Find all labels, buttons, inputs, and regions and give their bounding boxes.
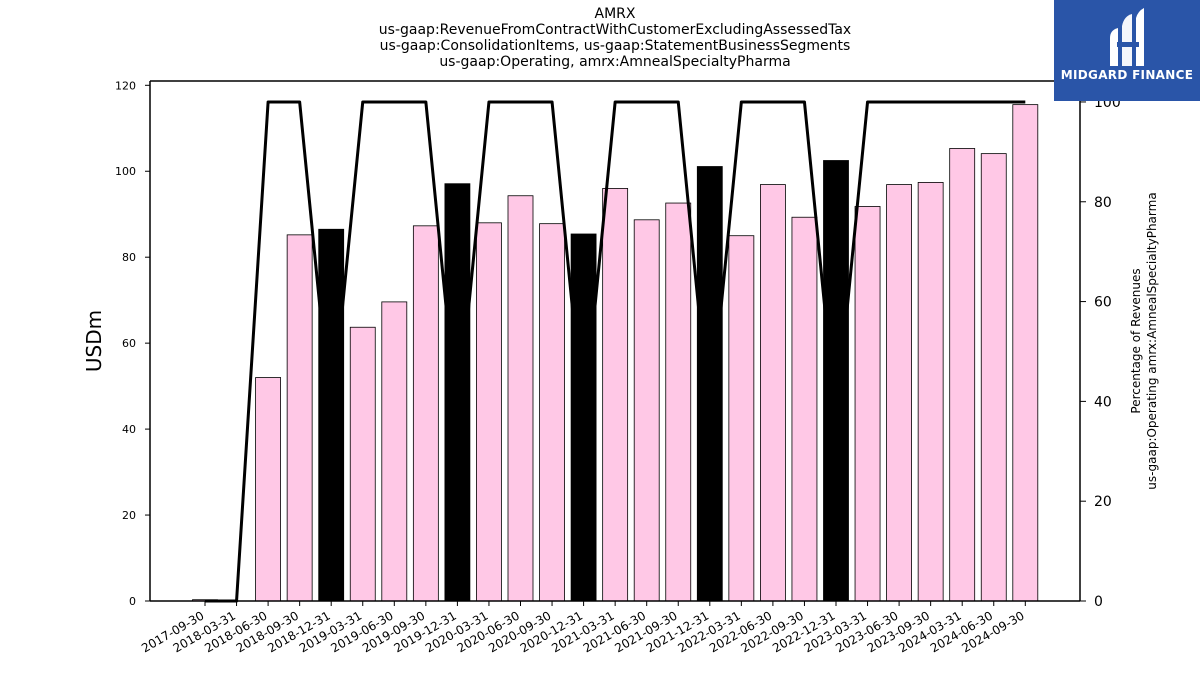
- bar-2022-03-31: [728, 235, 755, 602]
- bar-2021-12-31: [696, 166, 723, 602]
- bar-2020-03-31: [476, 222, 502, 602]
- y2-tick-label-60: 60: [1094, 295, 1112, 311]
- chart-title: AMRX: [594, 6, 636, 22]
- bar-2024-09-30: [1012, 104, 1039, 602]
- logo-text: MIDGARD FINANCE: [1060, 68, 1194, 82]
- y2-tick-label-80: 80: [1094, 195, 1112, 211]
- bar-2024-06-30: [980, 153, 1007, 602]
- y2-tick-label-0: 0: [1094, 594, 1103, 610]
- bar-2023-09-30: [917, 182, 944, 602]
- chart-title-block: AMRX us-gaap:RevenueFromContractWithCust…: [150, 6, 1080, 70]
- bar-2023-03-31: [854, 206, 881, 602]
- y-tick-label-20: 20: [122, 509, 136, 522]
- bar-2020-06-30: [507, 195, 534, 602]
- bar-2020-09-30: [539, 223, 565, 602]
- bar-2019-12-31: [444, 183, 471, 602]
- midgard-logo-icon: [1110, 8, 1144, 66]
- bar-2022-06-30: [760, 184, 786, 602]
- y-tick-label-100: 100: [115, 165, 136, 178]
- bar-2019-03-31: [349, 326, 376, 602]
- y2-tick-label-20: 20: [1094, 494, 1112, 510]
- bar-2020-12-31: [570, 233, 597, 602]
- y-tick-label-80: 80: [122, 251, 136, 264]
- bar-2018-09-30: [286, 234, 313, 602]
- bar-2018-06-30: [255, 377, 282, 602]
- bar-2023-06-30: [886, 184, 912, 602]
- y-axis-label: USDm: [82, 310, 106, 372]
- bar-2021-03-31: [602, 188, 629, 602]
- percentage-line: [205, 100, 1026, 603]
- y-tick-label-120: 120: [115, 79, 136, 92]
- y2-axis-label-line2: us-gaap:Operating amrx:AmnealSpecialtyPh…: [1145, 192, 1159, 489]
- bar-2019-06-30: [381, 301, 408, 602]
- y2-tick-label-40: 40: [1094, 394, 1112, 410]
- midgard-finance-logo: MIDGARD FINANCE: [1054, 0, 1200, 101]
- y-tick-label-60: 60: [122, 337, 136, 350]
- y-tick-label-40: 40: [122, 423, 136, 436]
- chart-subtitle-3: us-gaap:Operating, amrx:AmnealSpecialtyP…: [439, 54, 791, 70]
- chart-subtitle-1: us-gaap:RevenueFromContractWithCustomerE…: [378, 22, 852, 38]
- bar-2022-09-30: [791, 216, 818, 602]
- y-tick-label-0: 0: [129, 595, 136, 608]
- bar-2019-09-30: [412, 225, 439, 602]
- bar-2021-09-30: [665, 202, 692, 602]
- bar-2024-03-31: [949, 148, 976, 602]
- y2-axis-label-line1: Percentage of Revenues: [1129, 268, 1143, 413]
- chart-subtitle-2: us-gaap:ConsolidationItems, us-gaap:Stat…: [379, 38, 851, 54]
- bar-2021-06-30: [633, 219, 660, 602]
- bar-2022-12-31: [823, 160, 849, 602]
